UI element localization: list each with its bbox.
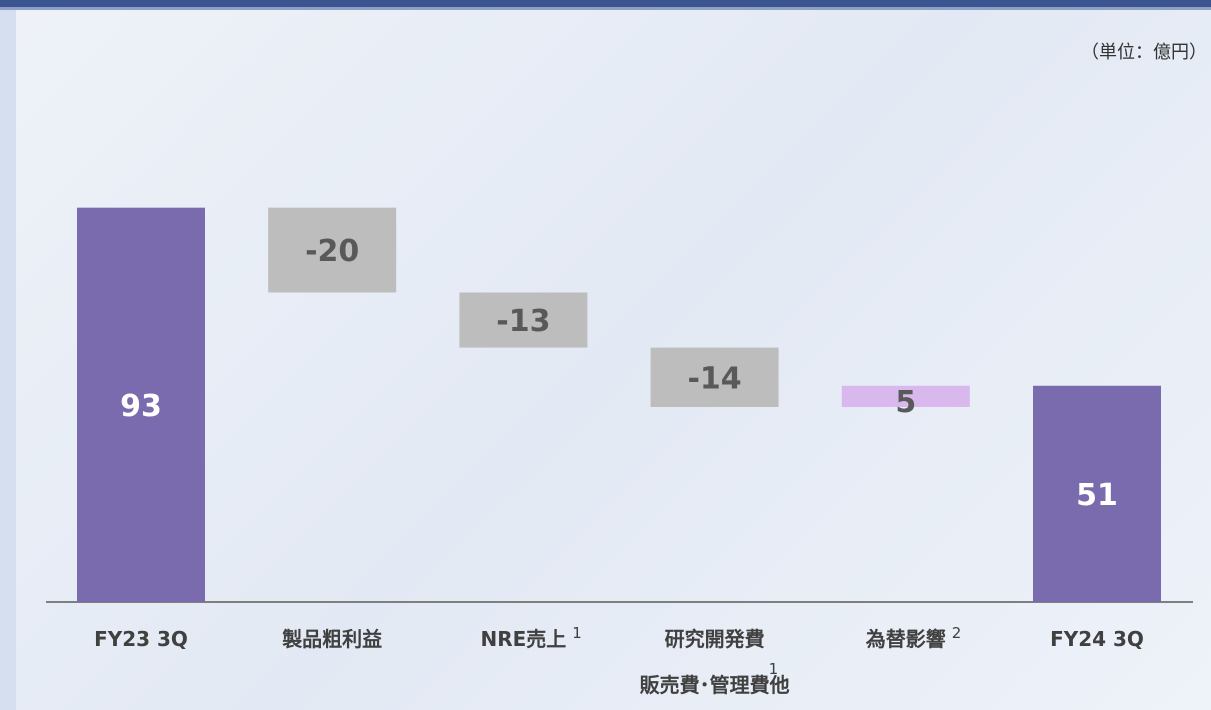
bar-value-label-4: 5 bbox=[895, 385, 916, 420]
bar-5 bbox=[1033, 385, 1161, 602]
footnote-marker-4: 2 bbox=[952, 624, 962, 642]
bar-4 bbox=[841, 385, 970, 407]
header-bar-accent bbox=[0, 7, 1211, 10]
category-label-0: FY23 3Q bbox=[94, 627, 188, 651]
bar-value-label-3: -14 bbox=[687, 361, 741, 396]
bar-value-label-0: 93 bbox=[120, 389, 162, 424]
category-label-2: NRE売上 bbox=[480, 627, 566, 651]
category-label-5: FY24 3Q bbox=[1050, 627, 1144, 651]
category-label-3: 研究開発費 bbox=[665, 627, 765, 651]
bar-0 bbox=[77, 207, 205, 602]
category-label-1: 製品粗利益 bbox=[282, 627, 382, 651]
category-label-4: 為替影響 bbox=[866, 627, 946, 651]
footnote-marker-2: 1 bbox=[572, 624, 582, 642]
bars-group: 93 -20 -13 -14 5 51 bbox=[77, 207, 1161, 602]
bar-value-label-1: -20 bbox=[305, 234, 359, 269]
bar-value-label-5: 51 bbox=[1076, 478, 1118, 513]
slide-panel bbox=[16, 10, 1211, 710]
bar-value-label-2: -13 bbox=[496, 304, 550, 339]
category-label-line2-3: 販売費･管理費他 bbox=[640, 673, 790, 697]
bar-1 bbox=[268, 207, 397, 293]
bar-2 bbox=[459, 292, 588, 348]
unit-label: （単位：億円） bbox=[1081, 42, 1207, 63]
footnote-marker-3: 1 bbox=[769, 660, 779, 678]
header-bar bbox=[0, 0, 1211, 7]
bar-3 bbox=[650, 347, 779, 407]
